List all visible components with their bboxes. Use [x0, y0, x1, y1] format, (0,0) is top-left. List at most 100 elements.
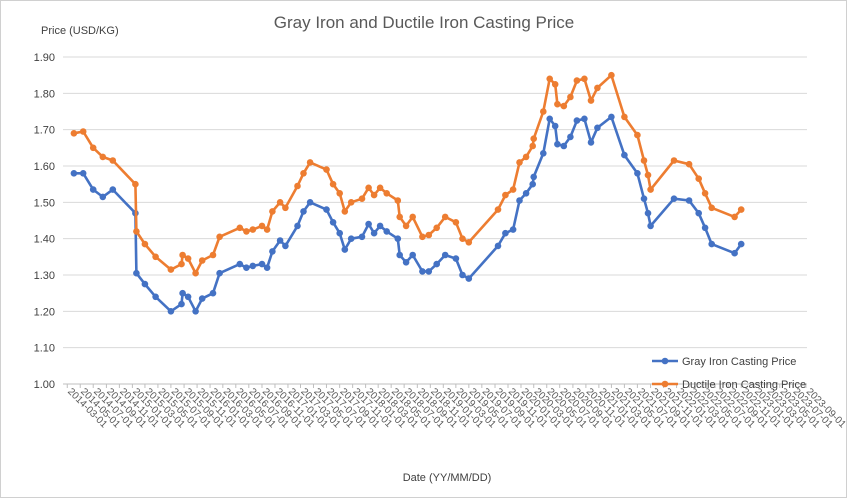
y-tick-label: 1.80	[34, 88, 55, 100]
data-point	[192, 308, 199, 315]
data-point	[394, 235, 402, 242]
data-point	[198, 295, 206, 302]
data-point	[323, 166, 330, 173]
data-point	[529, 180, 536, 188]
data-point	[695, 209, 702, 217]
data-point	[459, 271, 466, 279]
data-point	[282, 204, 289, 212]
data-point	[70, 130, 78, 137]
data-point	[560, 142, 568, 150]
data-point	[358, 233, 366, 241]
data-point	[209, 289, 217, 297]
data-point	[376, 222, 384, 230]
y-tick-label: 1.30	[34, 270, 55, 282]
data-point	[323, 206, 330, 213]
data-point	[184, 255, 192, 262]
data-point	[530, 135, 537, 142]
data-point	[282, 242, 289, 250]
data-point	[167, 308, 175, 315]
data-point	[573, 117, 581, 124]
series-layer	[70, 71, 745, 315]
data-point	[594, 84, 601, 92]
data-point	[329, 219, 337, 226]
y-tick-label: 1.60	[34, 161, 55, 173]
data-point	[581, 75, 588, 83]
data-point	[502, 191, 509, 199]
legend-label: Ductile Iron Casting Price	[682, 379, 806, 391]
data-point	[560, 102, 568, 110]
data-point	[294, 222, 301, 230]
data-point	[329, 180, 337, 188]
data-point	[179, 251, 186, 259]
data-point	[383, 228, 391, 235]
legend-item: Gray Iron Casting Price	[652, 356, 796, 368]
data-point	[737, 240, 745, 248]
y-tick-label: 1.90	[34, 52, 55, 64]
data-point	[419, 233, 426, 241]
y-tick-label: 1.40	[34, 234, 55, 246]
x-tick-labels: 2014-03-012014-05-012014-07-012014-09-01…	[65, 384, 847, 431]
data-point	[452, 255, 460, 262]
data-point	[133, 269, 140, 277]
data-point	[192, 269, 199, 277]
data-point	[419, 268, 426, 275]
data-point	[516, 159, 523, 166]
data-point	[198, 257, 206, 264]
chart-title: Gray Iron and Ductile Iron Casting Price	[274, 13, 574, 32]
data-point	[341, 208, 349, 215]
data-point	[465, 275, 473, 282]
data-point	[409, 213, 417, 221]
series-gray-iron	[70, 113, 745, 315]
data-point	[141, 240, 149, 248]
data-point	[540, 150, 547, 157]
data-point	[178, 260, 185, 268]
data-point	[530, 173, 537, 181]
data-point	[70, 170, 78, 177]
data-point	[396, 251, 404, 259]
data-point	[152, 253, 159, 261]
data-point	[263, 226, 271, 233]
x-axis-title: Date (YY/MM/DD)	[403, 472, 492, 484]
data-point	[516, 197, 523, 204]
data-point	[243, 264, 250, 272]
data-point	[509, 186, 517, 193]
data-point	[621, 113, 628, 121]
data-point	[647, 186, 654, 193]
data-point	[737, 206, 745, 213]
data-point	[152, 293, 159, 301]
data-point	[529, 142, 536, 150]
data-point	[701, 190, 709, 197]
data-point	[184, 293, 192, 301]
data-point	[685, 197, 693, 204]
data-point	[396, 213, 404, 221]
data-point	[494, 206, 502, 213]
y-axis-title: Price (USD/KG)	[41, 25, 119, 37]
data-point	[701, 224, 709, 232]
data-point	[243, 228, 250, 235]
data-point	[644, 209, 652, 217]
series-line	[73, 73, 743, 275]
data-point	[441, 213, 449, 221]
data-point	[236, 224, 244, 232]
legend-marker	[661, 380, 669, 388]
data-point	[167, 266, 175, 273]
data-point	[336, 229, 344, 237]
data-point	[502, 229, 509, 237]
data-point	[269, 208, 276, 215]
data-point	[567, 133, 574, 141]
data-point	[109, 186, 117, 193]
data-point	[587, 97, 595, 104]
data-point	[358, 195, 366, 202]
data-point	[522, 190, 530, 197]
data-point	[452, 219, 460, 226]
data-point	[258, 260, 266, 268]
data-point	[554, 100, 561, 108]
data-point	[522, 153, 530, 161]
data-point	[494, 242, 502, 250]
y-tick-label: 1.50	[34, 197, 55, 209]
data-point	[608, 71, 615, 79]
data-point	[708, 204, 715, 212]
data-point	[99, 153, 107, 161]
